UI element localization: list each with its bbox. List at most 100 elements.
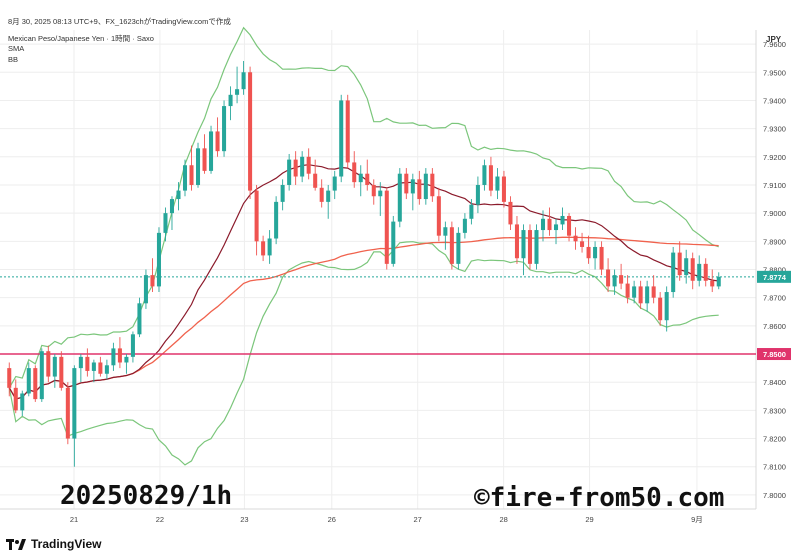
- candle-body: [697, 263, 702, 281]
- candle-body: [163, 213, 168, 233]
- candle-body: [436, 196, 441, 236]
- candle-body: [339, 100, 344, 177]
- candle-body: [196, 148, 201, 185]
- time-tick-label: 26: [328, 515, 336, 524]
- tradingview-icon: [6, 538, 26, 550]
- price-tick-label: 7.8200: [763, 435, 786, 444]
- indicator-sma-label[interactable]: SMA: [8, 44, 25, 53]
- candle-body: [202, 148, 207, 171]
- bb-lower-band: [8, 241, 719, 466]
- candle-body: [488, 165, 493, 191]
- tradingview-wordmark: TradingView: [31, 537, 102, 551]
- candle-body: [7, 368, 12, 388]
- candle-body: [26, 368, 31, 394]
- candle-body: [72, 368, 77, 439]
- candle-body: [117, 348, 122, 363]
- candle-body: [46, 351, 51, 377]
- copyright-watermark: ©fire-from50.com: [474, 483, 725, 513]
- candle-body: [371, 184, 376, 197]
- candle-body: [391, 221, 396, 264]
- price-tick-label: 7.8400: [763, 378, 786, 387]
- candle-body: [228, 94, 233, 107]
- price-tick-label: 7.8700: [763, 294, 786, 303]
- time-tick-label: 23: [240, 515, 248, 524]
- candle-body: [593, 246, 598, 259]
- candle-body: [209, 131, 214, 171]
- candle-body: [560, 215, 565, 225]
- time-tick-label: 9月: [691, 515, 703, 524]
- candle-body: [150, 275, 155, 287]
- candle-body: [313, 173, 318, 188]
- candle-body: [13, 387, 18, 411]
- support-price-label: 7.8500: [763, 350, 786, 359]
- candle-body: [33, 368, 38, 400]
- sma-lines: [8, 164, 719, 400]
- price-tick-label: 7.8000: [763, 491, 786, 500]
- candle-body: [521, 230, 526, 259]
- candle-body: [345, 100, 350, 163]
- time-tick-label: 29: [585, 515, 593, 524]
- candle-body: [462, 218, 467, 233]
- candle-body: [287, 159, 292, 185]
- price-tick-label: 7.8600: [763, 322, 786, 331]
- price-tick-label: 7.9100: [763, 181, 786, 190]
- candle-body: [319, 187, 324, 202]
- indicator-bb-label[interactable]: BB: [8, 55, 19, 64]
- time-tick-label: 21: [70, 515, 78, 524]
- candle-body: [98, 362, 103, 374]
- candle-body: [410, 179, 415, 194]
- candle-body: [397, 173, 402, 222]
- price-badges: 7.8774 7.8500: [757, 270, 791, 361]
- last-price-label: 7.8774: [763, 273, 787, 282]
- tradingview-logo[interactable]: TradingView: [6, 537, 101, 551]
- candle-body: [449, 227, 454, 264]
- candle-body: [469, 204, 474, 219]
- candle-body: [65, 387, 70, 439]
- price-tick-label: 7.8300: [763, 406, 786, 415]
- time-tick-label: 22: [156, 515, 164, 524]
- candle-body: [599, 246, 604, 270]
- candle-body: [274, 201, 279, 239]
- date-watermark: 20250829/1h: [60, 481, 233, 511]
- time-tick-label: 28: [499, 515, 507, 524]
- sma-slow-line: [8, 236, 719, 400]
- candle-body: [586, 246, 591, 259]
- currency-label: JPY: [766, 35, 782, 44]
- candle-body: [248, 72, 253, 191]
- price-tick-label: 7.9500: [763, 68, 786, 77]
- candle-body: [495, 176, 500, 191]
- candle-body: [651, 286, 656, 298]
- candle-body: [508, 201, 513, 225]
- candle-body: [91, 362, 96, 371]
- candle-body: [632, 286, 637, 298]
- candle-body: [169, 199, 174, 214]
- candle-body: [527, 230, 532, 264]
- price-tick-label: 7.8900: [763, 237, 786, 246]
- symbol-title: Mexican Peso/Japanese Yen · 1時間 · Saxo: [8, 34, 154, 43]
- candle-body: [222, 106, 227, 152]
- candle-body: [358, 173, 363, 183]
- candle-body: [352, 162, 357, 183]
- candle-body: [332, 176, 337, 191]
- candle-body: [20, 393, 25, 411]
- candle-body: [293, 159, 298, 177]
- candle-body: [690, 258, 695, 281]
- candle-body: [280, 184, 285, 202]
- candle-body: [638, 286, 643, 304]
- bollinger-bands: [8, 26, 719, 466]
- time-tick-label: 27: [414, 515, 422, 524]
- candle-body: [580, 241, 585, 247]
- candle-body: [514, 224, 519, 259]
- candle-body: [365, 173, 370, 185]
- candle-body: [384, 190, 389, 264]
- candle-body: [501, 176, 506, 202]
- candle-body: [306, 156, 311, 174]
- candle-body: [625, 283, 630, 298]
- candle-body: [254, 190, 259, 242]
- time-axis: 21 22 23 26 27 28 29 9月: [70, 515, 703, 524]
- candle-body: [215, 131, 220, 152]
- candle-body: [619, 275, 624, 284]
- candle-body: [671, 252, 676, 293]
- candle-body: [235, 89, 240, 95]
